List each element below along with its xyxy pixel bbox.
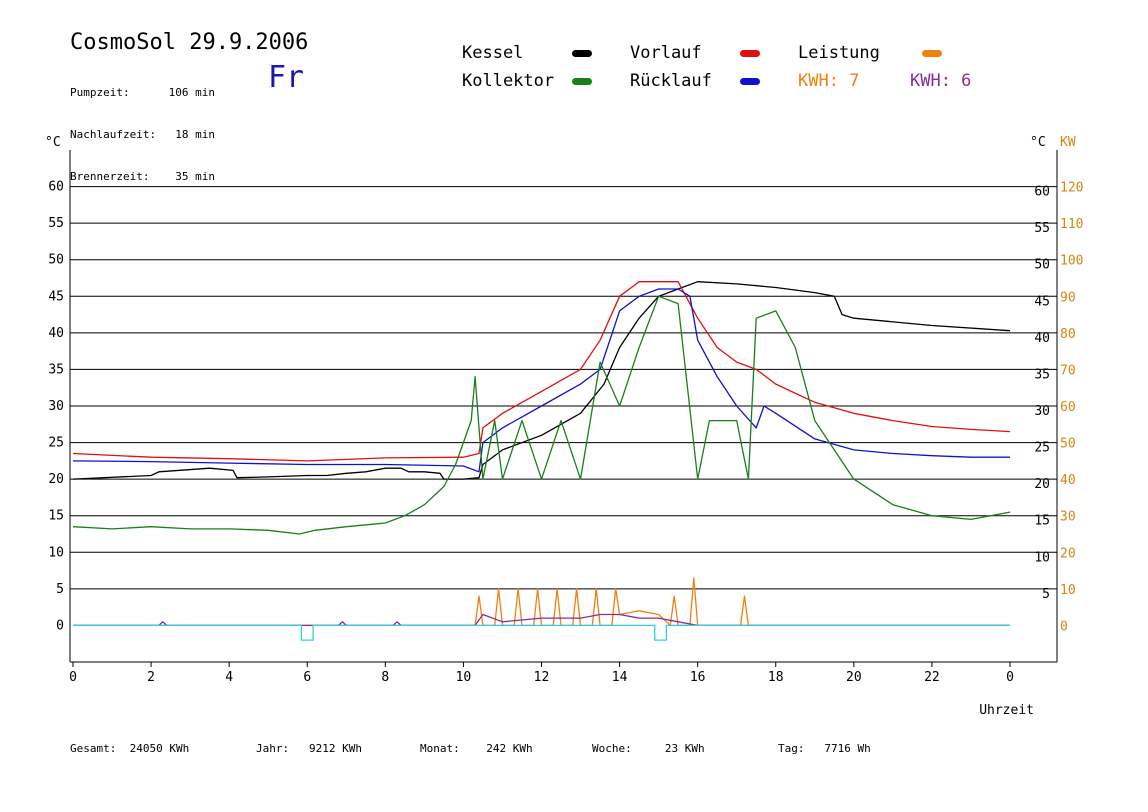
kw-tick-label: 10	[1060, 583, 1076, 598]
kw-axis-label: KW	[1060, 135, 1076, 150]
legend-leistung-swatch	[922, 50, 942, 57]
footer-tag: Tag: 7716 Wh	[778, 742, 871, 755]
y-tick-label-right: 45	[1034, 294, 1050, 309]
footer-gesamt: Gesamt: 24050 KWh	[70, 742, 190, 755]
kw-tick-label: 120	[1060, 181, 1083, 196]
y-tick-label: 60	[48, 180, 64, 195]
x-tick-label: 0	[1006, 670, 1014, 685]
x-tick-label: 16	[690, 670, 706, 685]
legend-kollektor-swatch	[572, 78, 592, 85]
y-tick-label: 5	[56, 582, 64, 597]
x-tick-label: 18	[768, 670, 784, 685]
y-tick-label-right: 25	[1034, 441, 1050, 456]
x-tick-label: 2	[147, 670, 155, 685]
y-tick-label-right: 30	[1034, 404, 1050, 419]
x-axis-label: Uhrzeit	[979, 703, 1034, 718]
y-axis-label-right: °C	[1030, 135, 1046, 150]
y-tick-label: 30	[48, 399, 64, 414]
stat-row: Brennerzeit: 35 min	[70, 170, 215, 183]
y-tick-label: 0	[56, 618, 64, 633]
y-tick-label: 35	[48, 362, 64, 377]
series-line-rcklauf	[72, 288, 1010, 473]
y-tick-label: 25	[48, 436, 64, 451]
kw-tick-label: 60	[1060, 400, 1076, 415]
x-tick-label: 14	[612, 670, 628, 685]
y-tick-label: 45	[48, 289, 64, 304]
x-tick-label: 0	[69, 670, 77, 685]
y-tick-label: 55	[48, 216, 64, 231]
kw-tick-label: 80	[1060, 327, 1076, 342]
y-axis-label: °C	[45, 135, 61, 150]
y-tick-label: 10	[48, 545, 64, 560]
y-tick-label-right: 20	[1034, 477, 1050, 492]
x-tick-label: 12	[534, 670, 550, 685]
footer-woche: Woche: 23 KWh	[592, 742, 705, 755]
footer-monat: Monat: 242 KWh	[420, 742, 533, 755]
series-line-vorlauf	[72, 281, 1011, 462]
x-tick-label: 20	[846, 670, 862, 685]
legend-kwh-1: KWH: 7	[798, 71, 860, 91]
y-tick-label-right: 5	[1042, 587, 1050, 602]
legend-vorlauf-label: Vorlauf	[630, 43, 702, 63]
kw-tick-label: 20	[1060, 546, 1076, 561]
x-tick-label: 4	[225, 670, 233, 685]
stat-row: Pumpzeit: 106 min	[70, 86, 215, 99]
legend-kessel-label: Kessel	[462, 43, 524, 63]
x-tick-label: 6	[303, 670, 311, 685]
y-tick-label: 20	[48, 472, 64, 487]
chart-title: CosmoSol 29.9.2006	[70, 30, 309, 55]
y-tick-label-right: 15	[1034, 514, 1050, 529]
x-tick-label: 22	[924, 670, 940, 685]
y-tick-label-right: 50	[1034, 258, 1050, 273]
legend-kollektor-label: Kollektor	[462, 71, 555, 91]
legend-ruecklauf-swatch	[740, 78, 760, 85]
y-tick-label-right: 40	[1034, 331, 1050, 346]
y-tick-label: 40	[48, 326, 64, 341]
legend-vorlauf-swatch	[740, 50, 760, 57]
legend-kessel-swatch	[572, 50, 592, 57]
weekday-label: Fr	[268, 60, 305, 95]
legend-ruecklauf-label: Rücklauf	[630, 71, 712, 91]
series-line-kessel	[72, 281, 1011, 480]
kw-tick-label: 0	[1060, 619, 1068, 634]
kw-tick-label: 110	[1060, 217, 1083, 232]
kw-tick-label: 40	[1060, 473, 1076, 488]
y-tick-label-right: 35	[1034, 367, 1050, 382]
legend-leistung-label: Leistung	[798, 43, 880, 63]
footer-jahr: Jahr: 9212 KWh	[256, 742, 362, 755]
y-tick-label-right: 60	[1034, 185, 1050, 200]
series-line-kollektor	[72, 295, 1011, 535]
x-tick-label: 8	[381, 670, 389, 685]
y-tick-label: 50	[48, 253, 64, 268]
legend-kwh-2: KWH: 6	[910, 71, 972, 91]
kw-tick-label: 100	[1060, 254, 1083, 269]
y-tick-label-right: 55	[1034, 221, 1050, 236]
stat-row: Nachlaufzeit: 18 min	[70, 128, 215, 141]
series-line-pumpe	[73, 624, 1010, 641]
kw-tick-label: 50	[1060, 437, 1076, 452]
kw-tick-label: 30	[1060, 510, 1076, 525]
y-tick-label-right: 10	[1034, 550, 1050, 565]
stats-block: Pumpzeit: 106 min Nachlaufzeit: 18 min Bre…	[70, 58, 215, 198]
kw-tick-label: 70	[1060, 363, 1076, 378]
x-tick-label: 10	[456, 670, 472, 685]
kw-tick-label: 90	[1060, 290, 1076, 305]
y-tick-label: 15	[48, 509, 64, 524]
